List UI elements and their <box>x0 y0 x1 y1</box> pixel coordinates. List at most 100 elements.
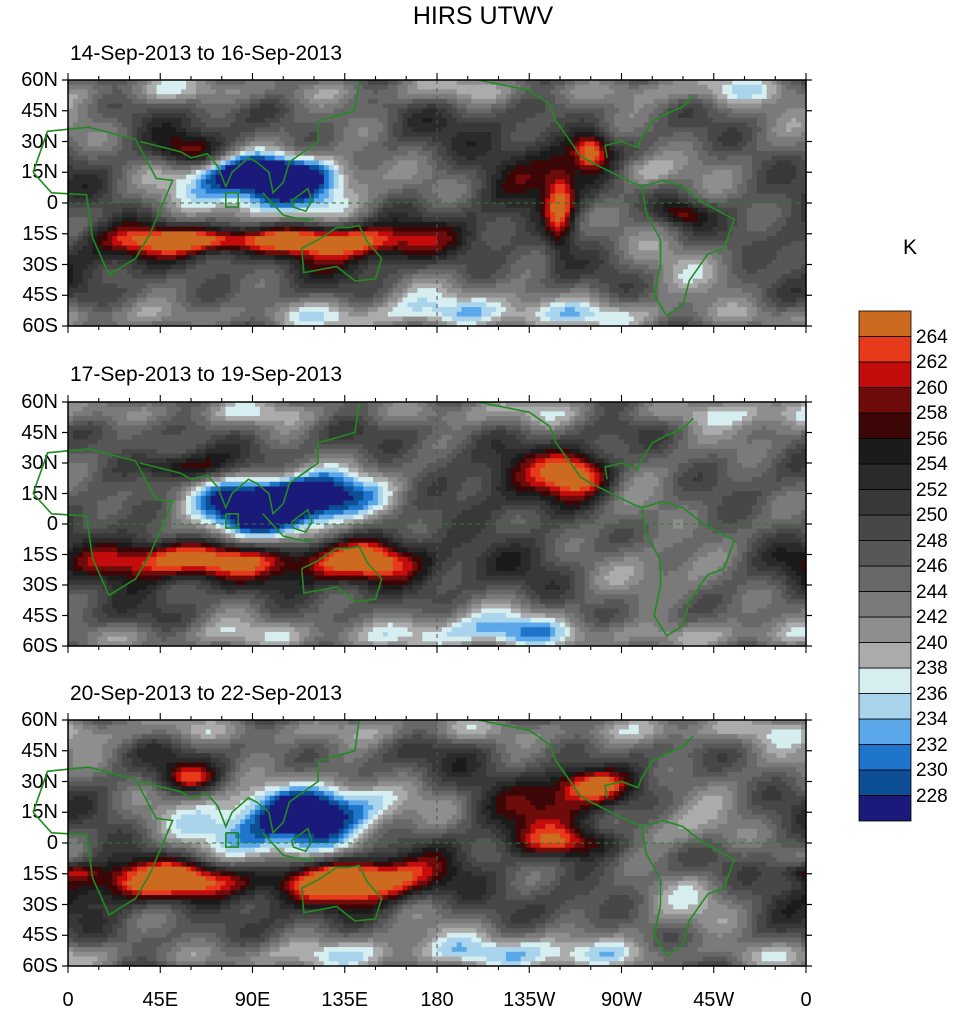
field-cell <box>766 212 773 218</box>
field-cell <box>186 127 192 133</box>
field-cell <box>107 231 113 237</box>
field-cell <box>500 203 507 209</box>
field-cell <box>791 174 797 180</box>
field-cell <box>412 188 418 195</box>
field-cell <box>486 217 492 223</box>
field-cell <box>314 193 320 199</box>
colorbar-level-label: 232 <box>916 736 948 755</box>
field-cell <box>648 169 655 176</box>
field-cell <box>766 122 773 128</box>
field-cell <box>343 207 350 214</box>
field-cell <box>746 122 753 128</box>
field-cell <box>195 136 202 143</box>
field-cell <box>643 150 650 157</box>
field-cell <box>151 98 158 105</box>
field-cell <box>225 169 231 176</box>
field-cell <box>368 169 374 176</box>
field-cell <box>417 226 423 232</box>
field-cell <box>176 103 182 109</box>
field-cell <box>387 165 394 171</box>
field-cell <box>560 150 566 157</box>
field-cell <box>299 89 305 95</box>
field-cell <box>437 150 443 157</box>
field-cell <box>550 188 556 195</box>
field-cell <box>692 103 699 109</box>
field-cell <box>505 150 512 157</box>
field-cell <box>333 193 340 199</box>
field-cell <box>412 155 418 162</box>
field-cell <box>348 188 354 195</box>
field-cell <box>402 117 409 124</box>
field-cell <box>328 136 335 143</box>
field-cell <box>186 184 192 190</box>
field-cell <box>358 89 364 95</box>
field-cell <box>373 150 379 157</box>
field-cell <box>161 84 167 91</box>
field-cell <box>373 221 379 228</box>
field-cell <box>146 136 153 143</box>
field-cell <box>269 160 276 166</box>
field-cell <box>382 226 389 232</box>
field-cell <box>520 217 527 223</box>
field-cell <box>515 150 522 157</box>
field-cell <box>761 150 768 157</box>
field-cell <box>230 193 236 199</box>
field-cell <box>623 89 630 95</box>
field-cell <box>373 212 379 218</box>
field-cell <box>215 179 222 185</box>
field-cell <box>269 117 276 124</box>
field-cell <box>284 132 290 138</box>
field-cell <box>540 231 546 237</box>
field-cell <box>422 80 428 86</box>
field-cell <box>87 94 94 100</box>
field-cell <box>491 217 497 223</box>
field-cell <box>732 89 738 95</box>
field-cell <box>397 108 404 114</box>
field-cell <box>545 89 551 95</box>
field-cell <box>259 127 266 133</box>
field-cell <box>761 141 768 147</box>
field-cell <box>259 89 266 95</box>
field-cell <box>373 207 379 214</box>
field-cell <box>604 212 610 218</box>
field-cell <box>402 80 409 86</box>
field-cell <box>628 169 635 176</box>
field-cell <box>402 108 409 114</box>
field-cell <box>343 155 350 162</box>
field-cell <box>117 98 123 105</box>
field-cell <box>530 141 536 147</box>
field-cell <box>343 136 350 143</box>
field-cell <box>274 108 281 114</box>
field-cell <box>333 217 340 223</box>
field-cell <box>619 150 625 157</box>
field-cell <box>131 113 138 119</box>
field-cell <box>505 136 512 143</box>
field-cell <box>427 188 433 195</box>
field-cell <box>141 179 148 185</box>
field-cell <box>653 212 659 218</box>
field-cell <box>756 122 763 128</box>
field-cell <box>87 174 94 180</box>
field-cell <box>687 231 694 237</box>
field-cell <box>476 113 482 119</box>
field-cell <box>683 193 689 199</box>
field-cell <box>397 80 404 86</box>
field-cell <box>702 127 709 133</box>
field-cell <box>343 132 350 138</box>
field-cell <box>368 193 374 199</box>
field-cell <box>323 188 330 195</box>
field-cell <box>171 150 177 157</box>
field-cell <box>377 103 384 109</box>
field-cell <box>82 89 89 95</box>
field-cell <box>402 160 409 166</box>
field-cell <box>122 127 128 133</box>
field-cell <box>751 132 758 138</box>
field-cell <box>584 80 591 86</box>
field-cell <box>387 169 394 176</box>
field-cell <box>68 94 74 100</box>
field-cell <box>264 122 271 128</box>
field-cell <box>377 94 384 100</box>
field-cell <box>550 221 556 228</box>
field-cell <box>505 113 512 119</box>
field-cell <box>373 155 379 162</box>
